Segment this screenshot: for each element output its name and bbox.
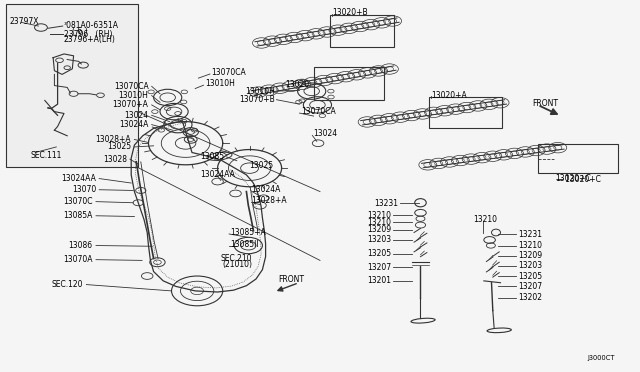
- Text: 13070CA: 13070CA: [211, 68, 246, 77]
- Text: 13205: 13205: [518, 272, 543, 280]
- Text: J3000CT: J3000CT: [587, 355, 614, 361]
- Text: 13209: 13209: [518, 251, 543, 260]
- Text: 13028+A: 13028+A: [95, 135, 131, 144]
- Text: 13025: 13025: [250, 161, 274, 170]
- Text: 13010H: 13010H: [245, 87, 275, 96]
- Text: 23797X: 23797X: [10, 17, 39, 26]
- Text: 13024A: 13024A: [252, 185, 281, 194]
- Text: SEC.120: SEC.120: [52, 280, 83, 289]
- Text: 13028+A: 13028+A: [252, 196, 287, 205]
- Text: 13231: 13231: [518, 230, 543, 239]
- Text: — 13020+C: — 13020+C: [556, 175, 600, 184]
- Text: 23796   (RH): 23796 (RH): [64, 30, 113, 39]
- Text: SEC.111: SEC.111: [31, 151, 62, 160]
- Text: 13070+B: 13070+B: [239, 95, 275, 104]
- Text: 13020+B: 13020+B: [332, 8, 368, 17]
- Bar: [314, 67, 384, 100]
- Text: 13210: 13210: [367, 218, 391, 227]
- Text: 13085+A: 13085+A: [230, 228, 266, 237]
- Text: 13024: 13024: [314, 129, 338, 138]
- Text: 13205: 13205: [367, 249, 391, 258]
- Text: 13070C: 13070C: [63, 197, 93, 206]
- Text: SEC.210: SEC.210: [221, 254, 252, 263]
- Text: 13010H: 13010H: [205, 79, 235, 88]
- Text: 13070: 13070: [72, 185, 96, 194]
- Text: 13201: 13201: [367, 276, 391, 285]
- Text: 13024AA: 13024AA: [61, 174, 96, 183]
- Text: 13210: 13210: [474, 215, 498, 224]
- Text: 13086: 13086: [68, 241, 93, 250]
- Text: 13070CA: 13070CA: [301, 107, 335, 116]
- Text: 13020+C: 13020+C: [556, 174, 591, 183]
- Bar: [6, 4, 138, 167]
- Text: 13210: 13210: [367, 211, 391, 219]
- Text: (21010): (21010): [223, 260, 253, 269]
- Text: 13202: 13202: [518, 293, 543, 302]
- Bar: [429, 97, 502, 128]
- Text: ( 6 ): ( 6 ): [72, 27, 87, 36]
- Text: 13024: 13024: [124, 111, 148, 120]
- Bar: [330, 15, 394, 46]
- Text: FRONT: FRONT: [532, 99, 558, 108]
- Text: 13209: 13209: [367, 225, 391, 234]
- Text: 13028: 13028: [102, 155, 127, 164]
- Text: 13203: 13203: [367, 235, 391, 244]
- Text: 13085A: 13085A: [63, 211, 93, 220]
- Text: 13207: 13207: [518, 282, 543, 291]
- Bar: [6, 4, 138, 167]
- Text: 13020: 13020: [285, 80, 309, 89]
- Text: 13210: 13210: [518, 241, 543, 250]
- Text: 23796+A(LH): 23796+A(LH): [64, 35, 116, 44]
- Bar: [538, 144, 618, 173]
- Text: 13024A: 13024A: [119, 120, 148, 129]
- Text: 13070+A: 13070+A: [113, 100, 148, 109]
- Text: ³081A0-6351A: ³081A0-6351A: [64, 21, 119, 30]
- Text: 13070A: 13070A: [63, 255, 93, 264]
- Text: FRONT: FRONT: [278, 275, 304, 283]
- Text: 13085II: 13085II: [230, 240, 259, 249]
- Text: 13024AA: 13024AA: [200, 170, 235, 179]
- Text: 13020+A: 13020+A: [431, 91, 467, 100]
- Text: 13085: 13085: [200, 152, 224, 161]
- Text: 13231: 13231: [374, 199, 398, 208]
- Text: 13010H: 13010H: [118, 91, 148, 100]
- Text: 13207: 13207: [367, 263, 391, 272]
- Text: 13203: 13203: [518, 262, 543, 270]
- Text: 13025: 13025: [107, 142, 131, 151]
- Text: 13070CA: 13070CA: [114, 82, 148, 91]
